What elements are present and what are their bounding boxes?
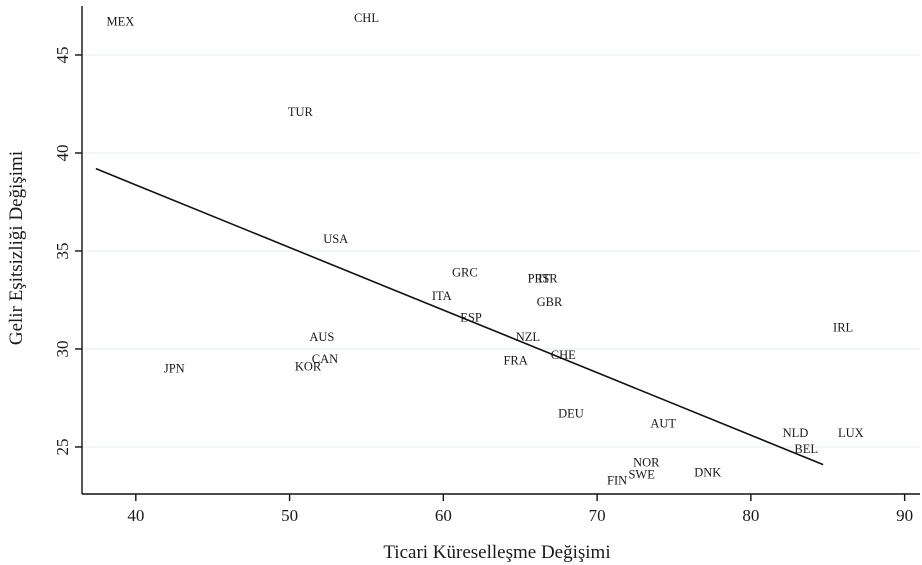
point-label-nor: NOR <box>633 456 660 470</box>
axes: 40 50 60 70 80 90 25 30 35 40 45 <box>53 6 920 525</box>
point-label-che: CHE <box>551 348 576 362</box>
x-axis-title: Ticari Küreselleşme Değişimi <box>383 542 610 563</box>
point-label-fra: FRA <box>503 354 527 368</box>
point-label-nzl: NZL <box>516 330 540 344</box>
point-label-aut: AUT <box>650 416 676 430</box>
point-label-isr: ISR <box>538 271 558 285</box>
y-tick-label: 45 <box>53 46 72 63</box>
point-label-chl: CHL <box>354 11 379 25</box>
point-label-jpn: JPN <box>164 362 185 376</box>
point-label-grc: GRC <box>452 266 478 280</box>
point-label-mex: MEX <box>107 15 135 29</box>
point-label-prt: PRT <box>528 271 551 285</box>
point-label-dnk: DNK <box>694 465 721 479</box>
fit-line <box>95 167 824 466</box>
x-tick-label: 70 <box>589 506 606 525</box>
x-tick-label: 90 <box>896 506 913 525</box>
point-label-tur: TUR <box>288 105 314 119</box>
point-label-bel: BEL <box>794 442 818 456</box>
point-label-esp: ESP <box>460 311 482 325</box>
x-tick-label: 60 <box>435 506 452 525</box>
x-tick-label: 80 <box>742 506 759 525</box>
point-label-irl: IRL <box>833 320 853 334</box>
y-tick-label: 40 <box>53 144 72 161</box>
y-axis-title: Gelir Eşitsizliği Değişimi <box>6 151 27 345</box>
y-tick-label: 30 <box>53 340 72 357</box>
point-label-kor: KOR <box>295 360 322 374</box>
point-label-nld: NLD <box>783 426 809 440</box>
point-label-ita: ITA <box>432 289 452 303</box>
point-label-deu: DEU <box>558 407 584 421</box>
point-label-can: CAN <box>312 352 338 366</box>
y-tick-label: 35 <box>53 242 72 259</box>
x-tick-label: 40 <box>127 506 144 525</box>
point-label-usa: USA <box>323 232 348 246</box>
point-label-aus: AUS <box>309 330 334 344</box>
x-tick-label: 50 <box>281 506 298 525</box>
y-tick-label: 25 <box>53 438 72 455</box>
point-label-swe: SWE <box>628 467 655 481</box>
fit-line-group <box>95 167 824 466</box>
point-label-gbr: GBR <box>537 295 563 309</box>
point-label-lux: LUX <box>838 426 864 440</box>
gridlines <box>82 54 920 448</box>
point-label-fin: FIN <box>607 473 627 487</box>
